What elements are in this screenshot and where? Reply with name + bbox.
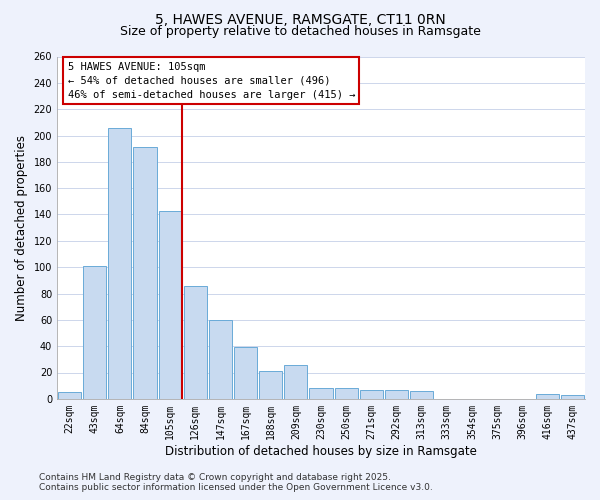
Bar [310,388,332,399]
Bar [360,390,383,399]
Bar [158,210,182,399]
Bar [284,364,307,399]
Bar [184,286,207,399]
Text: Contains HM Land Registry data © Crown copyright and database right 2025.
Contai: Contains HM Land Registry data © Crown c… [39,473,433,492]
Bar [561,395,584,399]
Bar [410,391,433,399]
Bar [234,348,257,399]
Bar [209,320,232,399]
Bar [385,390,408,399]
Bar [259,371,283,399]
Bar [335,388,358,399]
Text: Size of property relative to detached houses in Ramsgate: Size of property relative to detached ho… [119,25,481,38]
Bar [83,266,106,399]
Bar [133,148,157,399]
Bar [109,128,131,399]
Bar [536,394,559,399]
Text: 5, HAWES AVENUE, RAMSGATE, CT11 0RN: 5, HAWES AVENUE, RAMSGATE, CT11 0RN [155,12,445,26]
X-axis label: Distribution of detached houses by size in Ramsgate: Distribution of detached houses by size … [165,444,477,458]
Y-axis label: Number of detached properties: Number of detached properties [15,134,28,320]
Bar [58,392,81,399]
Text: 5 HAWES AVENUE: 105sqm
← 54% of detached houses are smaller (496)
46% of semi-de: 5 HAWES AVENUE: 105sqm ← 54% of detached… [68,62,355,100]
